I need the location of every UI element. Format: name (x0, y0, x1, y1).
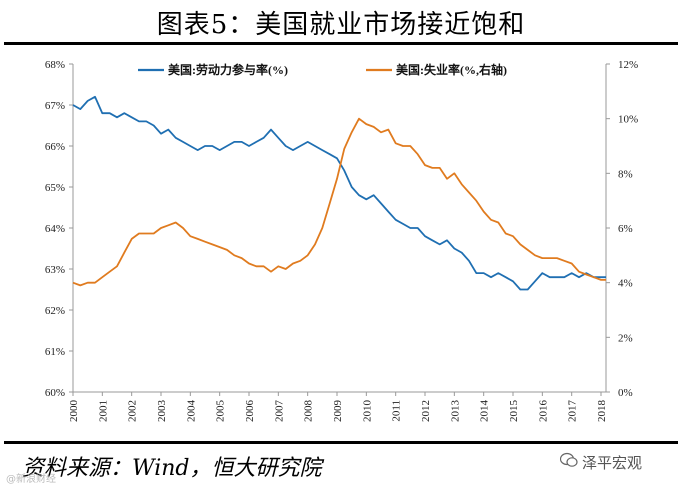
y-left-tick-label: 67% (45, 100, 65, 112)
x-tick-label: 2004 (185, 400, 197, 423)
x-tick-label: 2000 (68, 400, 80, 423)
x-tick-label: 2003 (156, 400, 168, 423)
x-tick-label: 2014 (479, 400, 491, 423)
series-line-unemployment (72, 117, 606, 287)
chart-legend: 美国:劳动力参与率(%) 美国:失业率(%,右轴) (138, 62, 507, 77)
y-right-tick-label: 4% (618, 278, 633, 290)
y-right-tick-label: 0% (618, 387, 633, 399)
x-tick-label: 2008 (303, 400, 315, 423)
source-note: 资料来源：Wind，恒大研究院 (22, 456, 322, 481)
series-line-labor-participation (72, 95, 606, 291)
y-right-tick-label: 6% (618, 223, 633, 235)
title-divider (4, 42, 678, 45)
footer-divider (4, 441, 678, 444)
y-right-tick-label: 2% (618, 332, 633, 344)
x-tick-label: 2016 (537, 400, 549, 423)
x-tick-label: 2017 (567, 400, 579, 423)
x-tick-label: 2006 (244, 400, 256, 423)
legend-label: 美国:劳动力参与率(%) (168, 62, 288, 77)
y-right-tick-label: 12% (618, 59, 638, 71)
y-left-tick-label: 60% (45, 387, 65, 399)
brand-name: 泽平宏观 (582, 454, 643, 472)
y-left-tick-label: 64% (45, 223, 65, 235)
y-right-tick-label: 8% (618, 168, 633, 180)
x-tick-label: 2013 (449, 400, 461, 423)
x-tick-label: 2010 (361, 400, 373, 423)
chart-series (72, 95, 606, 291)
x-tick-label: 2005 (215, 400, 227, 423)
y-left-tick-label: 65% (45, 182, 65, 194)
y-right-tick-label: 10% (618, 114, 638, 126)
x-tick-label: 2002 (127, 400, 139, 422)
chart-title: 图表5：美国就业市场接近饱和 (156, 10, 526, 40)
x-tick-label: 2012 (420, 400, 432, 422)
legend-label: 美国:失业率(%,右轴) (396, 62, 507, 77)
x-tick-label: 2009 (332, 400, 344, 423)
x-tick-label: 2018 (596, 400, 608, 423)
watermark: @新浪财经 (6, 474, 56, 485)
x-tick-label: 2007 (273, 400, 285, 423)
wechat-icon (560, 452, 578, 467)
y-left-tick-label: 63% (45, 264, 65, 276)
y-left-tick-label: 61% (45, 346, 65, 358)
x-tick-label: 2015 (508, 400, 520, 423)
x-tick-label: 2001 (97, 400, 109, 422)
y-left-tick-label: 62% (45, 305, 65, 317)
y-left-tick-label: 66% (45, 141, 65, 153)
chart-axes: 60% 61% 62% 63% 64% 65% 66% 67% 68% 0% 2% 4% 6% 8% 10%… (45, 59, 638, 422)
x-tick-label: 2011 (391, 400, 403, 422)
y-left-tick-label: 68% (45, 59, 65, 71)
